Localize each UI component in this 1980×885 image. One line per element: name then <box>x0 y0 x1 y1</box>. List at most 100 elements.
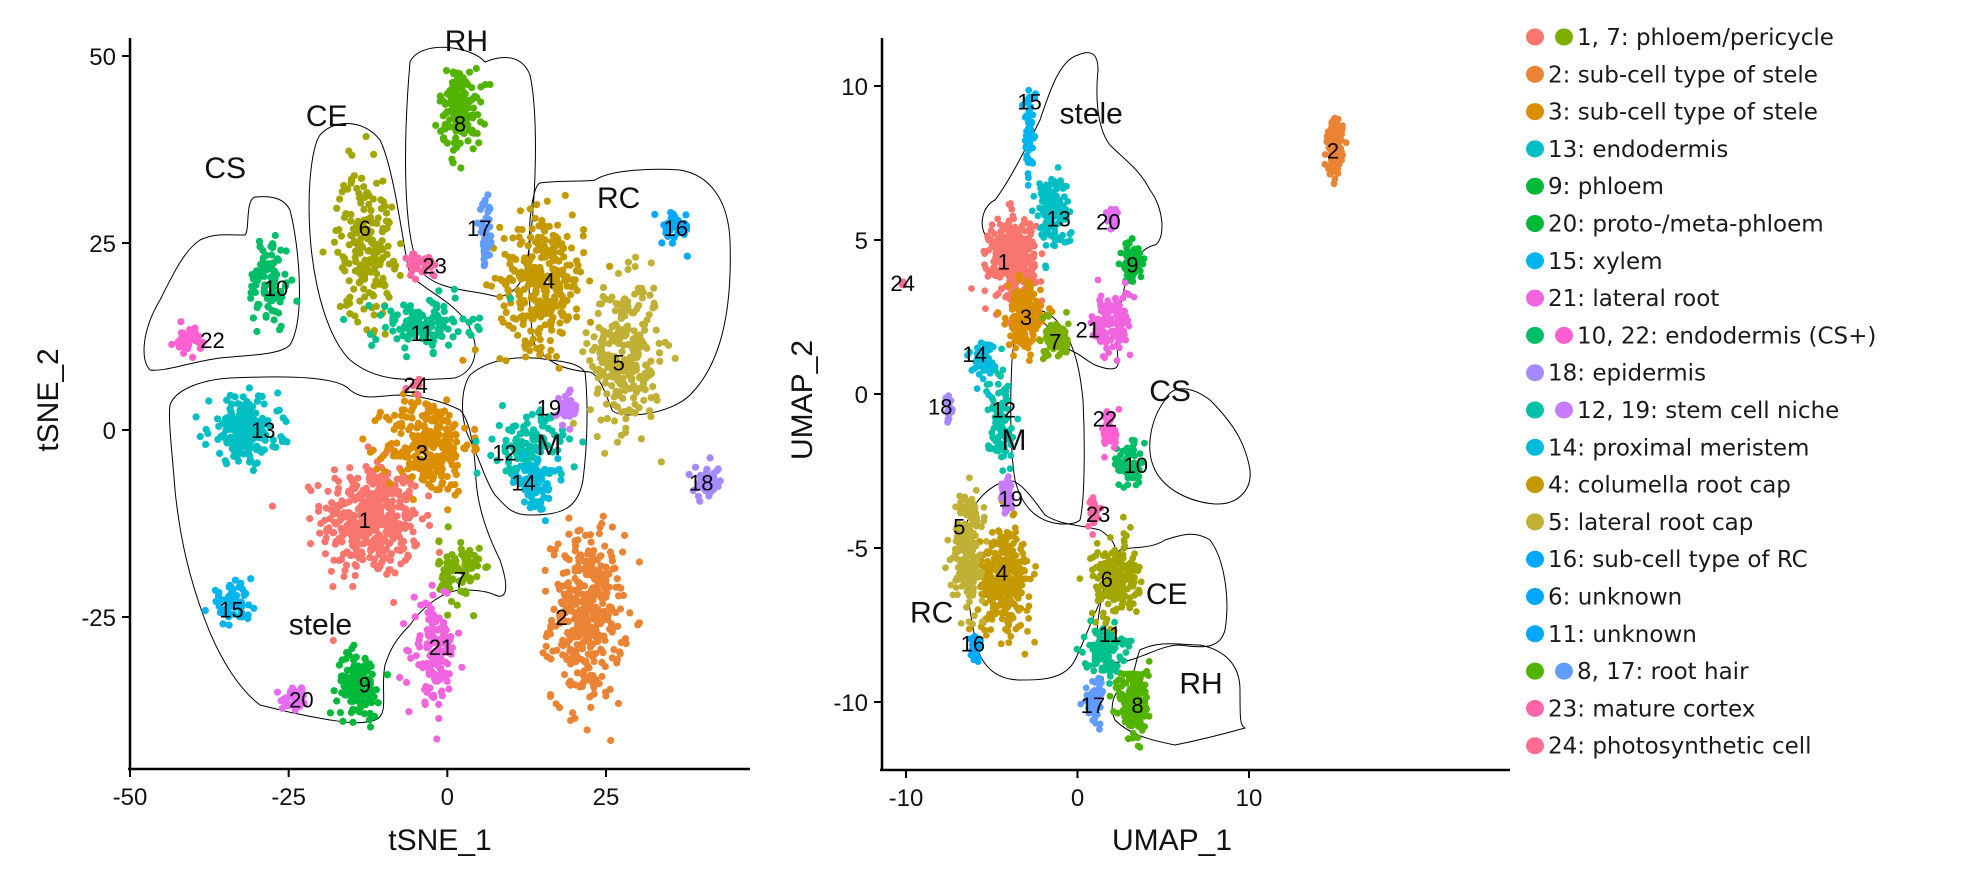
scatter-point <box>537 244 546 252</box>
scatter-point <box>404 454 412 462</box>
scatter-point <box>359 511 367 519</box>
scatter-point <box>360 285 368 293</box>
scatter-point <box>385 511 393 519</box>
tsne-cluster-label-20: 20 <box>289 687 313 712</box>
scatter-point <box>451 110 459 118</box>
scatter-point <box>584 620 592 628</box>
scatter-point <box>568 283 576 291</box>
scatter-point <box>626 384 634 393</box>
scatter-point <box>532 498 540 507</box>
scatter-point <box>369 509 377 517</box>
scatter-point <box>234 457 242 465</box>
scatter-point <box>1008 305 1016 313</box>
scatter-point <box>1009 547 1016 554</box>
scatter-point <box>496 355 504 363</box>
scatter-point <box>1120 513 1127 521</box>
scatter-point <box>349 664 357 673</box>
scatter-point <box>595 530 604 538</box>
scatter-point <box>502 308 510 316</box>
scatter-point <box>583 726 591 734</box>
scatter-point <box>362 484 370 492</box>
scatter-point <box>231 576 239 584</box>
scatter-point <box>983 538 990 545</box>
scatter-point <box>613 403 622 411</box>
scatter-point <box>560 253 568 261</box>
scatter-point <box>636 331 644 339</box>
scatter-point <box>453 601 461 609</box>
scatter-point <box>1025 602 1033 610</box>
tsne-cluster-2-points <box>539 512 644 745</box>
scatter-point <box>1101 550 1109 557</box>
scatter-point <box>226 405 234 413</box>
scatter-point <box>496 223 504 231</box>
scatter-point <box>1019 549 1027 557</box>
scatter-point <box>1035 307 1042 314</box>
scatter-point <box>1114 568 1122 576</box>
scatter-point <box>617 408 626 416</box>
scatter-point <box>569 648 577 656</box>
scatter-point <box>326 515 334 523</box>
scatter-point <box>353 267 361 275</box>
scatter-point <box>1113 605 1120 613</box>
scatter-point <box>1010 352 1017 360</box>
scatter-point <box>522 344 530 352</box>
scatter-point <box>970 500 977 508</box>
scatter-point <box>607 736 615 745</box>
scatter-point <box>347 177 356 185</box>
scatter-point <box>435 714 443 723</box>
scatter-point <box>1026 357 1033 364</box>
scatter-point <box>577 610 586 618</box>
scatter-point <box>621 531 629 540</box>
scatter-point <box>527 327 535 335</box>
scatter-point <box>421 698 429 706</box>
scatter-point <box>566 679 574 687</box>
scatter-point <box>632 253 640 261</box>
scatter-point <box>341 267 349 275</box>
tsne-cluster-label-6: 6 <box>359 216 371 241</box>
scatter-point <box>377 455 385 463</box>
scatter-point <box>425 521 434 530</box>
tsne-cluster-label-10: 10 <box>264 276 288 301</box>
scatter-point <box>362 463 370 471</box>
scatter-point <box>349 476 357 484</box>
scatter-point <box>683 252 691 260</box>
scatter-point <box>620 341 628 349</box>
scatter-point <box>441 442 449 450</box>
scatter-point <box>484 208 492 216</box>
scatter-point <box>610 646 618 654</box>
scatter-point <box>598 672 606 681</box>
scatter-point <box>408 414 416 422</box>
scatter-point <box>624 258 633 266</box>
scatter-point <box>432 121 440 129</box>
scatter-point <box>965 576 973 584</box>
scatter-point <box>405 708 413 716</box>
tsne-y-tick-label: -25 <box>81 605 116 632</box>
scatter-point <box>346 464 354 472</box>
tsne-cluster-label-3: 3 <box>416 440 428 465</box>
scatter-point <box>465 126 473 134</box>
scatter-point <box>271 231 279 240</box>
scatter-point <box>457 97 465 105</box>
tsne-region-label-m: M <box>536 429 561 462</box>
scatter-point <box>504 287 513 295</box>
scatter-point <box>179 349 188 357</box>
scatter-point <box>978 590 986 598</box>
scatter-point <box>433 735 441 743</box>
scatter-point <box>249 466 257 474</box>
scatter-point <box>338 497 346 505</box>
scatter-point <box>407 473 415 481</box>
scatter-point <box>436 327 444 335</box>
scatter-point <box>986 548 993 556</box>
scatter-point <box>376 261 384 269</box>
scatter-point <box>381 467 389 475</box>
scatter-point <box>438 410 446 418</box>
scatter-point <box>380 494 388 502</box>
scatter-point <box>1011 290 1018 298</box>
scatter-point <box>1024 338 1032 345</box>
scatter-point <box>988 221 996 229</box>
scatter-point <box>977 568 985 576</box>
scatter-point <box>347 217 355 225</box>
scatter-point <box>236 582 244 591</box>
scatter-point <box>356 297 364 305</box>
scatter-point <box>1027 351 1034 359</box>
